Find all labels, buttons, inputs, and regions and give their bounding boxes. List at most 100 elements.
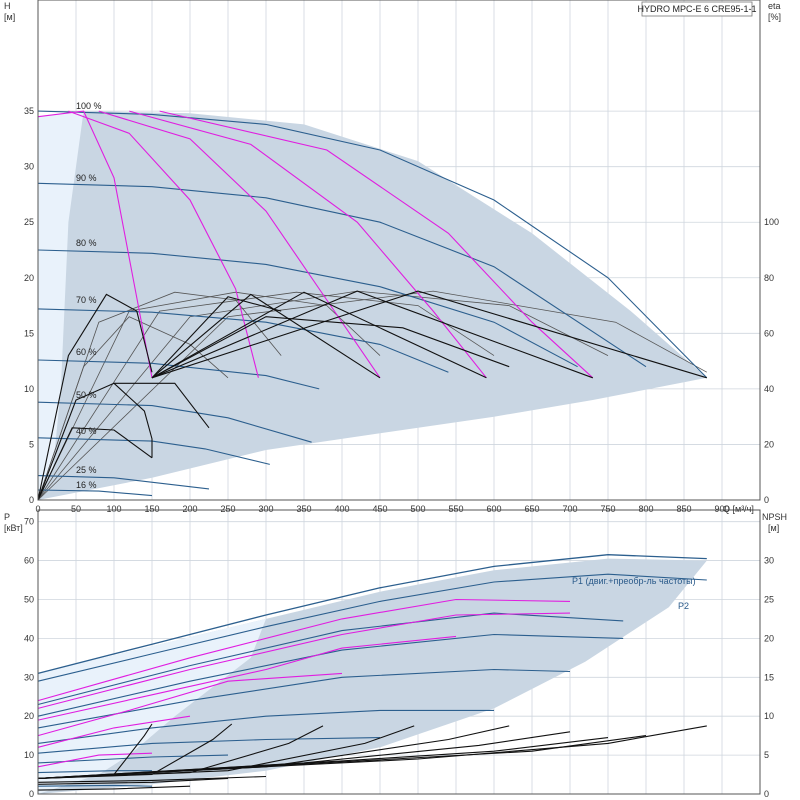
y-left-tick-label: 0	[29, 495, 34, 505]
operating-envelope	[38, 558, 707, 794]
x-tick-label: 900	[714, 504, 729, 514]
pump-curve	[151, 316, 510, 379]
x-tick-label: 700	[562, 504, 577, 514]
x-tick-label: 50	[71, 504, 81, 514]
y-left-tick-label: 70	[24, 517, 34, 527]
plot-frame	[37, 509, 761, 795]
system-curve	[37, 598, 571, 702]
y-left-label-top: H	[4, 1, 11, 11]
speed-curve	[37, 770, 152, 774]
pump-curve	[151, 290, 707, 379]
system-curve	[37, 752, 153, 768]
top-plot-tick-labels: 0 50 100 150 200 250 300 350 400 450 500 550 600 650 7…	[24, 106, 779, 514]
y-left-tick-label: 40	[24, 633, 34, 643]
system-curve	[37, 110, 153, 378]
bottom-plot-frame	[37, 509, 761, 795]
y-left-tick-label: 35	[24, 106, 34, 116]
y-right-tick-label: 10	[764, 711, 774, 721]
system-curve	[159, 110, 594, 379]
pump-curve	[151, 296, 282, 379]
pump-curve	[114, 382, 210, 429]
speed-curve	[37, 612, 624, 706]
y-right-label-bottom: NPSH	[762, 512, 787, 522]
y-right-tick-label: 0	[764, 495, 769, 505]
speed-curve	[37, 182, 647, 368]
y-left-tick-label: 25	[24, 217, 34, 227]
y-left-tick-label: 5	[29, 439, 34, 449]
x-tick-label: 250	[220, 504, 235, 514]
x-tick-label: 0	[35, 504, 40, 514]
y-right-tick-label: 20	[764, 439, 774, 449]
speed-curve	[37, 437, 270, 465]
pump-curve	[37, 427, 153, 501]
x-tick-label: 450	[372, 504, 387, 514]
x-tick-label: 650	[524, 504, 539, 514]
p2-curve	[37, 573, 707, 682]
system-curve	[98, 110, 381, 379]
speed-curve	[37, 308, 449, 373]
bottom-plot-curves	[37, 554, 707, 791]
pump-curve	[37, 785, 191, 791]
legend-p1: P1 (двиг.+преобр-ль частоты)	[572, 576, 696, 586]
system-curve	[68, 110, 259, 378]
x-tick-label: 350	[296, 504, 311, 514]
speed-label-100: 100 %	[76, 101, 102, 111]
x-tick-label: 200	[182, 504, 197, 514]
system-curve	[37, 672, 343, 737]
speed-curve	[37, 249, 578, 368]
y-left-tick-label: 10	[24, 384, 34, 394]
y-right-tick-label: 20	[764, 633, 774, 643]
x-tick-label: 100	[106, 504, 121, 514]
speed-label-16: 16 %	[76, 480, 97, 490]
x-tick-label: 500	[410, 504, 425, 514]
efficiency-curve	[37, 290, 707, 501]
y-left-tick-label: 60	[24, 556, 34, 566]
y-left-tick-label: 30	[24, 162, 34, 172]
speed-label-60: 60 %	[76, 347, 97, 357]
efficiency-curve	[37, 291, 381, 501]
y-left-tick-label: 20	[24, 711, 34, 721]
pump-curve	[37, 777, 229, 785]
bottom-plot-envelope	[38, 558, 707, 794]
pump-curve	[37, 382, 153, 501]
chart-title: HYDRO MPC-E 6 CRE95-1-1	[637, 4, 756, 14]
legend-p2: P2	[678, 601, 689, 611]
speed-label-70: 70 %	[76, 295, 97, 305]
y-left-tick-label: 15	[24, 328, 34, 338]
y-right-tick-label: 60	[764, 328, 774, 338]
speed-label-40: 40 %	[76, 426, 97, 436]
speed-curve	[37, 784, 153, 787]
speed-curve	[37, 489, 153, 497]
y-right-tick-label: 40	[764, 384, 774, 394]
speed-curve	[37, 633, 624, 717]
efficiency-curve	[37, 316, 229, 501]
bottom-plot-tick-labels: 0 10 20 30 40 50 60 70 0 5 10 15 20 25 30	[24, 517, 774, 799]
system-curve	[37, 715, 191, 748]
x-axis-label: Q [м³/ч]	[723, 504, 754, 514]
y-left-tick-label: 10	[24, 750, 34, 760]
speed-label-25: 25 %	[76, 465, 97, 475]
p1-curve	[37, 554, 707, 675]
x-tick-label: 600	[486, 504, 501, 514]
y-right-unit-bottom: [м]	[768, 523, 779, 533]
x-tick-label: 300	[258, 504, 273, 514]
y-left-tick-label: 20	[24, 273, 34, 283]
speed-curve	[37, 401, 312, 443]
speed-curve	[37, 359, 320, 390]
y-right-tick-label: 30	[764, 556, 774, 566]
speed-label-90: 90 %	[76, 173, 97, 183]
speed-curve	[37, 754, 229, 764]
x-tick-label: 400	[334, 504, 349, 514]
title-box	[641, 1, 753, 17]
pump-curve	[37, 725, 707, 779]
light-region	[38, 618, 266, 794]
pump-curve	[151, 290, 593, 379]
system-curve	[37, 612, 571, 709]
pump-curve	[151, 293, 381, 379]
x-tick-label: 800	[638, 504, 653, 514]
y-right-tick-label: 15	[764, 672, 774, 682]
y-right-unit-top: [%]	[768, 12, 781, 22]
plot-frame	[37, 0, 761, 501]
speed-curve	[37, 110, 708, 379]
